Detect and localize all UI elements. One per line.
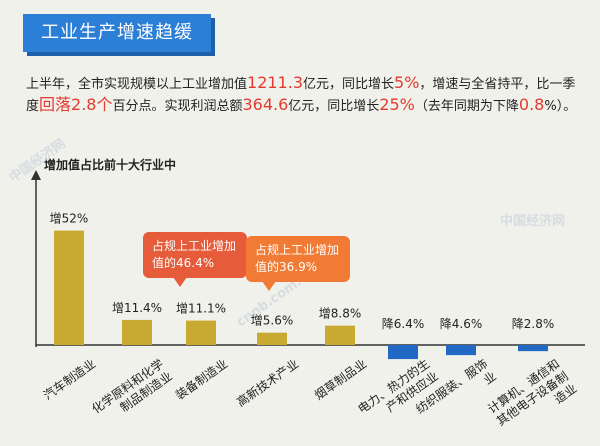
summary-value-2: 5% bbox=[394, 73, 420, 92]
callout-text: 占规上工业增加值的36.9% bbox=[255, 243, 340, 274]
data-label-1: 增11.4% bbox=[112, 301, 162, 315]
bar-0 bbox=[54, 230, 84, 345]
category-label-4: 烟草制品业 bbox=[312, 357, 369, 403]
summary-part-3: ，增速与全省持平，比一季度 bbox=[26, 77, 576, 114]
summary-value-1: 1211.3 bbox=[247, 73, 303, 92]
bar-5 bbox=[388, 345, 418, 360]
bar-7 bbox=[518, 345, 548, 352]
summary-part-2: 亿元，同比增长 bbox=[303, 77, 395, 92]
callout-tail bbox=[173, 277, 187, 287]
category-label-3: 高新技术产业 bbox=[234, 356, 302, 410]
summary-value-4: 364.6 bbox=[242, 95, 289, 114]
data-label-6: 降4.6% bbox=[440, 317, 483, 331]
bar-4 bbox=[325, 325, 355, 345]
data-label-3: 增5.6% bbox=[251, 314, 294, 328]
y-axis-arrow bbox=[31, 170, 41, 180]
callout-text: 占规上工业增加值的46.4% bbox=[152, 239, 237, 270]
category-label-line: 装备制造业 bbox=[173, 357, 230, 403]
category-label-0: 汽车制造业 bbox=[40, 356, 98, 403]
summary-value-3: 回落2.8个 bbox=[39, 95, 113, 114]
bar-1 bbox=[122, 319, 152, 345]
data-label-4: 增8.8% bbox=[319, 307, 362, 321]
watermark-right: 中国经济网 bbox=[500, 214, 566, 229]
category-label-line: 汽车制造业 bbox=[40, 356, 98, 403]
chart-title: 增加值占比前十大行业中 bbox=[44, 158, 177, 172]
data-label-0: 增52% bbox=[50, 212, 89, 226]
summary-text: 上半年，全市实现规模以上工业增加值1211.3亿元，同比增长5%，增速与全省持平… bbox=[26, 73, 586, 117]
bar-3 bbox=[257, 332, 287, 345]
category-label-2: 装备制造业 bbox=[173, 357, 230, 403]
summary-value-6: 0.8 bbox=[518, 95, 545, 114]
bar-2 bbox=[186, 320, 216, 345]
summary-part-1: 上半年，全市实现规模以上工业增加值 bbox=[26, 77, 248, 92]
data-label-2: 增11.1% bbox=[176, 302, 226, 316]
summary-value-5: 25% bbox=[379, 95, 415, 114]
summary-part-4: 百分点。实现利润总额 bbox=[112, 99, 243, 114]
category-label-line: 高新技术产业 bbox=[234, 356, 302, 410]
callout-auto-equipment: 占规上工业增加值的46.4% bbox=[143, 232, 247, 287]
data-label-7: 降2.8% bbox=[512, 317, 555, 331]
summary-part-5: 亿元，同比增长 bbox=[288, 99, 380, 114]
data-label-5: 降6.4% bbox=[382, 317, 425, 331]
callout-high-tech: 占规上工业增加值的36.9% bbox=[246, 236, 350, 291]
bar-6 bbox=[446, 345, 476, 356]
summary-part-6: （去年同期为下降 bbox=[414, 99, 519, 114]
category-label-line: 烟草制品业 bbox=[312, 357, 369, 403]
summary-part-7: %）。 bbox=[544, 99, 577, 114]
section-title: 工业生产增速趋缓 bbox=[23, 14, 211, 52]
callout-tail bbox=[262, 281, 276, 291]
